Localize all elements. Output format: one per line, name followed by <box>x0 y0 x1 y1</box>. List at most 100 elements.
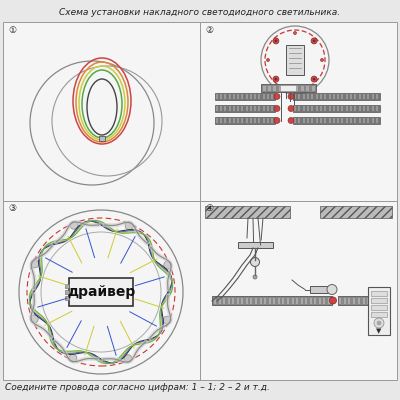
Bar <box>333 118 335 123</box>
Bar <box>372 118 374 123</box>
Bar <box>354 118 356 123</box>
Bar <box>262 94 264 99</box>
Circle shape <box>70 221 78 229</box>
Bar <box>293 105 380 112</box>
Bar <box>353 298 355 304</box>
Bar <box>312 86 314 90</box>
Bar <box>246 106 248 111</box>
Circle shape <box>294 86 296 88</box>
Bar <box>237 118 239 123</box>
Bar <box>220 118 222 123</box>
Bar <box>303 106 305 111</box>
Bar <box>216 94 218 99</box>
Circle shape <box>124 355 132 363</box>
Bar <box>386 298 388 304</box>
Bar <box>342 118 344 123</box>
Bar <box>223 298 225 304</box>
Bar <box>267 118 269 123</box>
Bar <box>254 106 256 111</box>
Bar <box>314 298 316 304</box>
Bar <box>237 298 239 304</box>
Bar <box>286 45 304 75</box>
Bar <box>65 290 69 294</box>
Bar <box>305 298 307 304</box>
Circle shape <box>288 94 294 100</box>
Bar <box>376 106 378 111</box>
Text: ②: ② <box>205 26 213 35</box>
Bar <box>320 118 322 123</box>
Bar <box>264 298 266 304</box>
Bar <box>324 298 326 304</box>
Bar <box>260 298 262 304</box>
Circle shape <box>163 316 171 324</box>
Bar <box>238 242 273 248</box>
Bar <box>224 106 226 111</box>
Bar <box>298 106 300 111</box>
Bar <box>354 106 356 111</box>
Circle shape <box>266 58 270 62</box>
Bar <box>362 298 364 304</box>
Bar <box>316 106 318 111</box>
Bar <box>311 118 313 123</box>
Bar <box>280 85 296 91</box>
Bar <box>232 298 234 304</box>
Bar <box>298 94 300 99</box>
Circle shape <box>125 222 133 230</box>
Bar <box>215 93 275 100</box>
Circle shape <box>311 38 317 44</box>
Bar <box>358 298 360 304</box>
Bar <box>328 94 330 99</box>
Bar <box>229 94 231 99</box>
Bar <box>354 94 356 99</box>
FancyBboxPatch shape <box>368 287 390 335</box>
Bar <box>298 118 300 123</box>
Bar <box>258 106 260 111</box>
Bar <box>307 118 309 123</box>
Bar <box>284 86 287 90</box>
Bar <box>367 118 369 123</box>
Bar <box>273 86 276 90</box>
Bar <box>215 117 275 124</box>
Bar <box>279 86 282 90</box>
Bar <box>367 94 369 99</box>
Bar <box>282 298 284 304</box>
Bar <box>267 106 269 111</box>
Bar <box>228 298 230 304</box>
Bar <box>324 106 326 111</box>
Bar <box>205 206 290 218</box>
Bar <box>328 298 330 304</box>
Bar <box>293 117 380 124</box>
Bar <box>216 106 218 111</box>
Circle shape <box>273 38 279 44</box>
Text: ④: ④ <box>205 204 213 213</box>
Bar <box>220 94 222 99</box>
Bar <box>296 298 298 304</box>
Bar <box>350 106 352 111</box>
Circle shape <box>273 76 279 82</box>
Circle shape <box>374 318 384 328</box>
Bar <box>333 106 335 111</box>
Bar <box>301 86 304 90</box>
Bar <box>200 201 397 380</box>
Bar <box>290 86 293 90</box>
Bar <box>237 106 239 111</box>
Bar <box>271 118 273 123</box>
Bar <box>246 94 248 99</box>
Bar <box>212 296 332 305</box>
Bar <box>342 106 344 111</box>
Bar <box>233 118 235 123</box>
Bar <box>287 298 289 304</box>
Bar <box>307 106 309 111</box>
Bar <box>372 298 374 304</box>
Bar <box>250 118 252 123</box>
Bar <box>363 106 365 111</box>
Bar <box>346 118 348 123</box>
Bar <box>367 106 369 111</box>
FancyBboxPatch shape <box>69 278 133 306</box>
Bar <box>233 94 235 99</box>
Circle shape <box>275 40 277 42</box>
Bar <box>367 298 369 304</box>
Bar <box>359 94 361 99</box>
Bar <box>377 298 379 304</box>
Bar <box>241 118 243 123</box>
